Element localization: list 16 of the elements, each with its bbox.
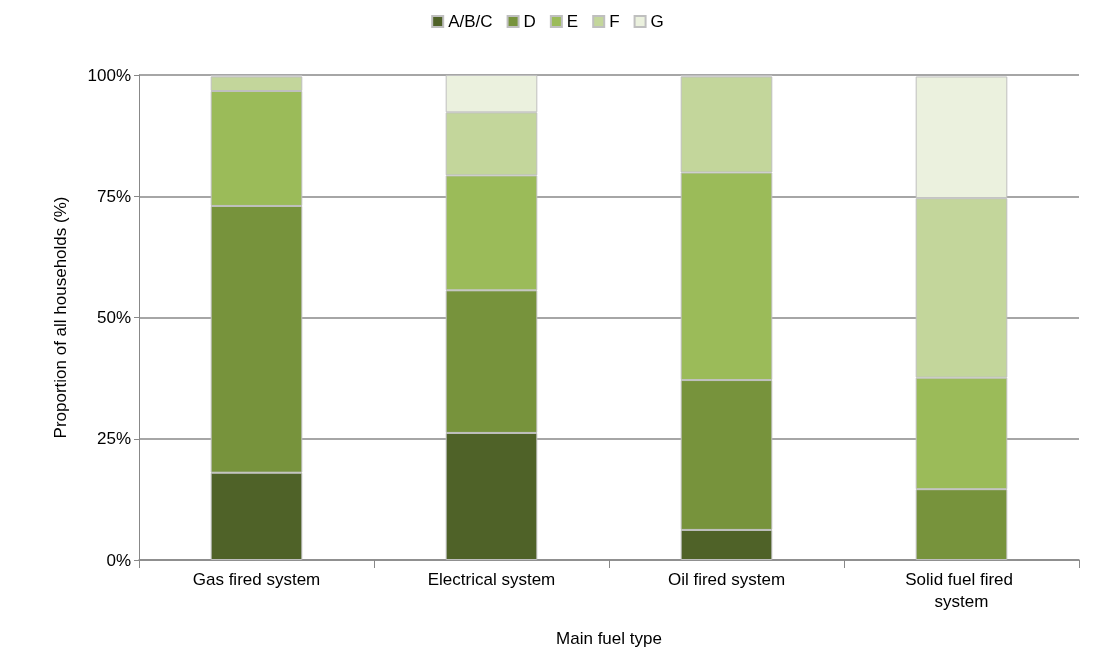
x-axis-title: Main fuel type: [556, 629, 662, 648]
legend-label: A/B/C: [448, 12, 493, 31]
legend-label: G: [650, 12, 664, 31]
legend-label: F: [609, 12, 620, 31]
legend-label: E: [566, 12, 579, 31]
y-tick-label: 0%: [106, 550, 131, 570]
y-tick-label: 75%: [96, 186, 131, 206]
x-tick-label: Gas fired system: [192, 569, 321, 589]
y-tick-label: 50%: [96, 308, 131, 327]
x-tick-label: Solid fuel fired system: [905, 569, 1018, 611]
x-tick-label: Electrical system: [427, 569, 556, 589]
x-tick-label: Oil fired system: [667, 569, 786, 589]
y-tick-label: 25%: [96, 429, 131, 449]
y-axis-title: Proportion of all households (%): [51, 196, 70, 439]
legend-label: D: [523, 12, 536, 31]
y-tick-label: 100%: [87, 65, 131, 85]
